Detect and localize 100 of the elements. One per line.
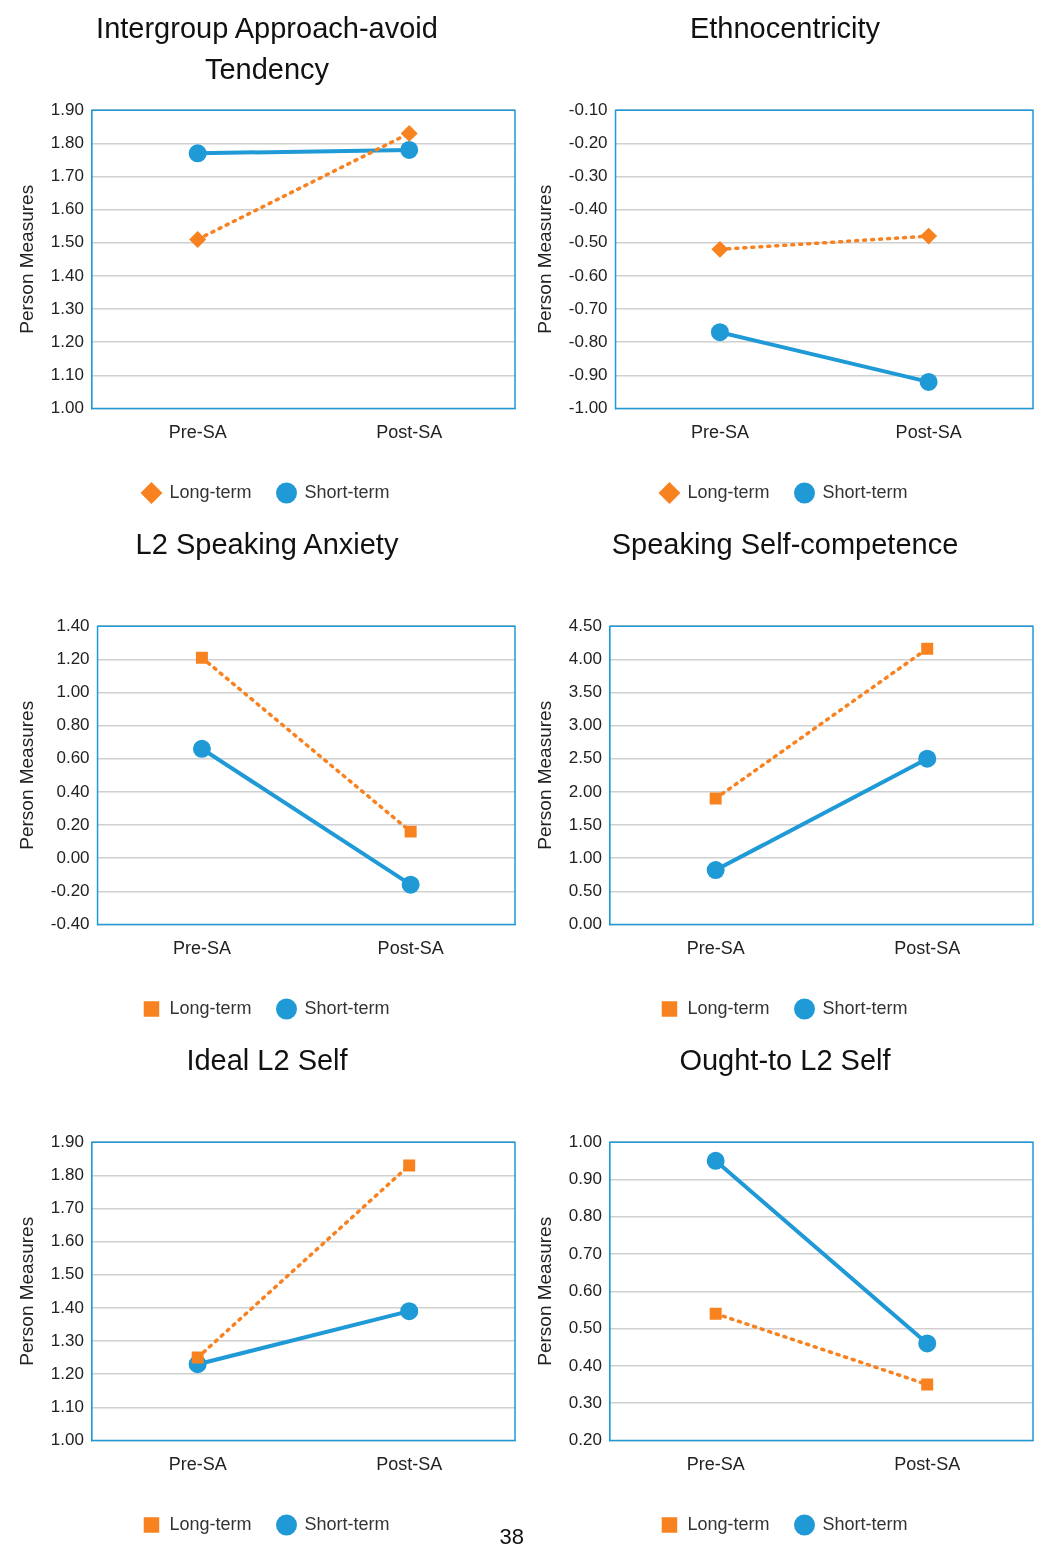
y-tick-label: 1.50	[50, 232, 84, 252]
y-tick-label: -0.10	[568, 99, 608, 119]
y-axis-title: Person Measures	[533, 184, 555, 334]
x-tick-label: Post-SA	[377, 938, 444, 959]
y-tick-label: 1.80	[50, 1165, 84, 1185]
y-tick-label: 0.80	[568, 1206, 602, 1226]
y-tick-label: -0.70	[568, 298, 608, 318]
legend-label: Short-term	[304, 481, 390, 502]
point	[192, 739, 211, 758]
point	[709, 1307, 722, 1320]
y-tick-label: 0.20	[568, 1430, 602, 1450]
y-tick-label: -0.20	[568, 133, 608, 153]
y-tick-label: -0.60	[568, 265, 608, 285]
y-axis-title: Person Measures	[15, 1216, 37, 1366]
y-tick-label: 1.30	[50, 298, 84, 318]
y-tick-label: 1.60	[50, 1231, 84, 1251]
y-axis-title: Person Measures	[533, 1216, 555, 1366]
legend-label: Long-term	[687, 1513, 770, 1534]
y-tick-label: 1.00	[56, 682, 90, 702]
y-tick-label: 1.60	[50, 199, 84, 219]
y-tick-label: 1.00	[568, 847, 602, 867]
y-tick-label: 1.20	[56, 649, 90, 669]
y-tick-label: 1.30	[50, 1330, 84, 1350]
legend-label: Short-term	[822, 481, 908, 502]
y-tick-label: 0.60	[56, 748, 90, 768]
y-tick-label: 4.00	[568, 649, 602, 669]
chart-title: Intergroup Approach-avoid Tendency	[95, 11, 439, 87]
y-tick-label: 2.00	[568, 781, 602, 801]
y-tick-label: 1.20	[50, 1363, 84, 1383]
y-tick-label: 1.20	[50, 331, 84, 351]
x-tick-label: Post-SA	[894, 1454, 961, 1475]
point	[921, 1378, 934, 1391]
y-tick-label: 1.40	[56, 615, 90, 635]
x-tick-label: Post-SA	[376, 422, 443, 443]
y-tick-label: 0.90	[568, 1169, 602, 1189]
y-tick-label: 1.50	[50, 1264, 84, 1284]
legend-label: Short-term	[822, 997, 908, 1018]
point	[400, 1302, 419, 1321]
point	[195, 651, 208, 664]
y-tick-label: 1.10	[50, 1396, 84, 1416]
chart-title: L2 Speaking Anxiety	[134, 527, 400, 562]
chart-title: Speaking Self-competence	[610, 527, 960, 562]
point	[920, 228, 937, 244]
y-tick-label: 1.40	[50, 1297, 84, 1317]
legend-label: Long-term	[687, 997, 770, 1018]
y-tick-label: 0.40	[56, 781, 90, 801]
y-tick-label: 0.30	[568, 1392, 602, 1412]
point	[919, 372, 938, 391]
y-tick-label: 1.40	[50, 265, 84, 285]
y-tick-label: -0.20	[50, 880, 90, 900]
y-tick-label: 1.50	[568, 814, 602, 834]
y-tick-label: -0.90	[568, 364, 608, 384]
y-tick-label: 0.50	[568, 880, 602, 900]
y-tick-label: 0.00	[56, 847, 90, 867]
y-tick-label: -0.40	[568, 199, 608, 219]
chart-title: Ideal L2 Self	[185, 1043, 349, 1078]
x-tick-label: Post-SA	[895, 422, 962, 443]
y-tick-label: 1.70	[50, 1198, 84, 1218]
point	[706, 1151, 725, 1170]
x-tick-label: Pre-SA	[168, 422, 227, 443]
y-tick-label: 0.80	[56, 715, 90, 735]
y-axis-title: Person Measures	[15, 700, 37, 850]
y-tick-label: 4.50	[568, 615, 602, 635]
chart-title: Ethnocentricity	[688, 11, 882, 46]
y-tick-label: -0.30	[568, 166, 608, 186]
y-tick-label: 0.20	[56, 814, 90, 834]
y-tick-label: 2.50	[568, 748, 602, 768]
point	[404, 825, 417, 838]
legend-label: Short-term	[304, 1513, 390, 1534]
legend-label: Short-term	[304, 997, 390, 1018]
y-tick-label: 0.00	[568, 914, 602, 934]
x-tick-label: Pre-SA	[168, 1454, 227, 1475]
point	[401, 875, 420, 894]
y-tick-label: 1.10	[50, 364, 84, 384]
y-tick-label: 1.90	[50, 99, 84, 119]
point	[918, 1334, 937, 1353]
chart-title: Ought-to L2 Self	[678, 1043, 892, 1078]
point	[189, 231, 206, 248]
point	[403, 1159, 416, 1172]
y-tick-label: 0.60	[568, 1280, 602, 1300]
y-tick-label: 1.00	[50, 398, 84, 418]
y-tick-label: 1.00	[50, 1430, 84, 1450]
y-tick-label: 3.00	[568, 715, 602, 735]
x-tick-label: Pre-SA	[172, 938, 231, 959]
y-tick-label: -0.40	[50, 914, 90, 934]
y-tick-label: -0.80	[568, 331, 608, 351]
legend-label: Long-term	[687, 481, 770, 502]
y-axis-title: Person Measures	[533, 700, 555, 850]
point	[709, 792, 722, 805]
legend-label: Long-term	[169, 1513, 252, 1534]
x-tick-label: Pre-SA	[690, 422, 749, 443]
x-tick-label: Pre-SA	[686, 938, 745, 959]
point	[918, 749, 937, 768]
y-tick-label: -1.00	[568, 398, 608, 418]
legend-label: Short-term	[822, 1513, 908, 1534]
point	[400, 140, 419, 159]
x-tick-label: Post-SA	[376, 1454, 443, 1475]
point	[706, 861, 725, 880]
legend-label: Long-term	[169, 997, 252, 1018]
x-tick-label: Post-SA	[894, 938, 961, 959]
